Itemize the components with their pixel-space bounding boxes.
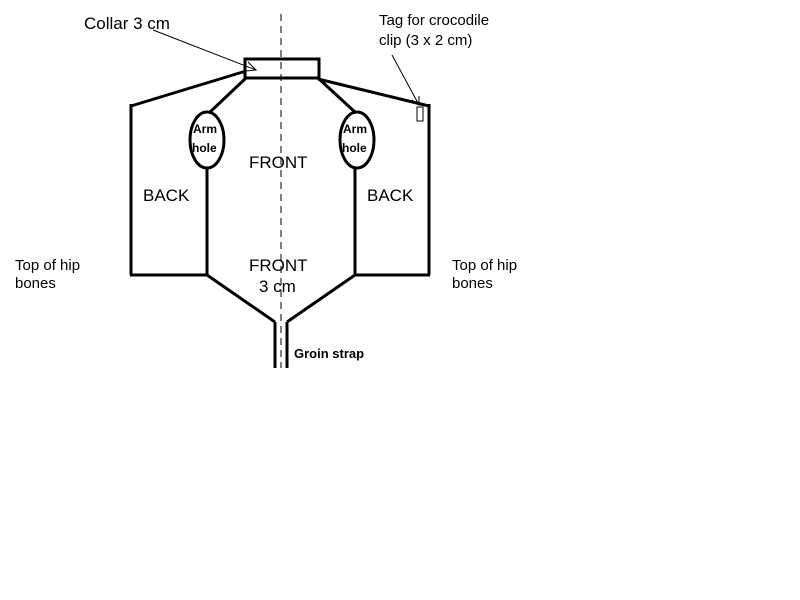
right-hip-label-line1: Top of hip bbox=[452, 257, 517, 274]
collar bbox=[243, 57, 321, 80]
front-lower-label-line1: FRONT bbox=[249, 256, 308, 275]
collar-label: Collar 3 cm bbox=[84, 14, 170, 33]
groin-strap-label: Groin strap bbox=[294, 346, 364, 361]
right-shoulder-line bbox=[317, 77, 430, 108]
tag-leader-line bbox=[391, 54, 420, 106]
right-neck-armhole-line bbox=[316, 76, 358, 115]
right-arm-hole bbox=[338, 110, 376, 170]
left-arm-hole bbox=[188, 110, 226, 170]
left-shoulder-line bbox=[130, 69, 247, 108]
tag-label-line2: clip (3 x 2 cm) bbox=[379, 32, 472, 49]
left-hip-label-line1: Top of hip bbox=[15, 257, 80, 274]
right-arm-hole-label-line2: hole bbox=[342, 141, 367, 155]
front-lower-label-line2: 3 cm bbox=[259, 277, 296, 296]
right-front-taper bbox=[286, 273, 356, 324]
right-back-label: BACK bbox=[367, 186, 414, 205]
left-hip-label-line2: bones bbox=[15, 275, 56, 292]
front-upper-label: FRONT bbox=[249, 153, 308, 172]
left-arm-hole-label-line2: hole bbox=[192, 141, 217, 155]
left-arm-hole-label-line1: Arm bbox=[193, 122, 217, 136]
tag-arrow-head bbox=[411, 96, 420, 106]
left-neck-armhole-line bbox=[207, 76, 248, 115]
tag-label-line1: Tag for crocodile bbox=[379, 12, 489, 29]
collar-arrow-head bbox=[245, 61, 258, 72]
right-hip-label-line2: bones bbox=[452, 275, 493, 292]
crocodile-clip-tag bbox=[416, 106, 424, 122]
left-back-label: BACK bbox=[143, 186, 190, 205]
right-arm-hole-label-line1: Arm bbox=[343, 122, 367, 136]
left-front-taper bbox=[206, 273, 276, 324]
collar-leader-line bbox=[152, 29, 257, 71]
